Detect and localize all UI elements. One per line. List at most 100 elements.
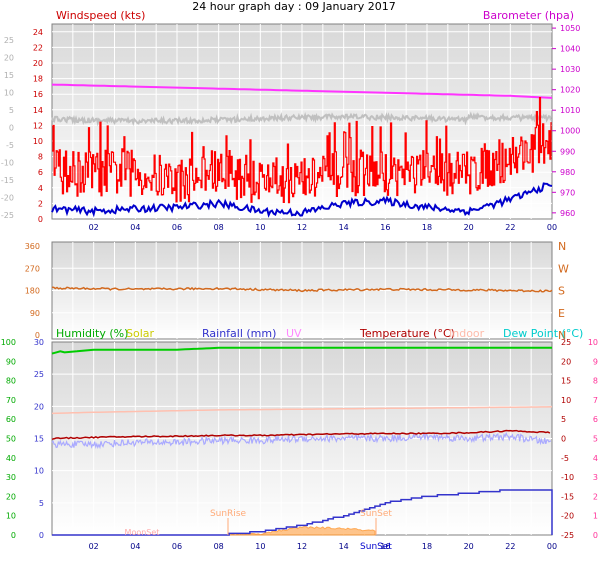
dew-point-series	[51, 431, 552, 450]
humidity-series	[51, 346, 552, 355]
x-tick-label: 18	[422, 223, 432, 232]
moonset-label: MoonSet	[125, 528, 160, 537]
temperature-tick-label: -15	[561, 492, 574, 501]
windspeed-tick-label: 4	[38, 184, 43, 193]
rainfall-tick-label: 25	[34, 370, 44, 379]
legend-indoor: Indoor	[449, 327, 485, 340]
windspeed-tick-label: 8	[38, 153, 43, 162]
temperature-tick-label: 0	[561, 435, 566, 444]
gray-tick-label: 15	[4, 71, 14, 80]
temperature-tick-label: -25	[561, 531, 574, 540]
sunset-axis-label: SunSet	[360, 542, 392, 552]
x-tick-label: 22	[505, 223, 515, 232]
barometer-tick-label: 970	[560, 188, 575, 197]
humidity-tick-label: 30	[6, 473, 16, 482]
legend-dew: Dew Point (°C)	[503, 327, 583, 340]
gray-tick-label: -20	[1, 194, 14, 203]
x-tick-label: 22	[505, 542, 515, 551]
gray-tick-label: 20	[4, 54, 14, 63]
gray-tick-label: -5	[6, 141, 14, 150]
humidity-tick-label: 40	[6, 454, 16, 463]
gray-tick-label: -10	[1, 159, 14, 168]
x-tick-label: 16	[380, 542, 390, 551]
temperature-tick-label: 5	[561, 415, 566, 424]
uv-tick-label: 2	[593, 492, 598, 501]
barometer-tick-label: 1020	[560, 86, 580, 95]
legend-solar: Solar	[126, 327, 155, 340]
temperature-tick-label: -10	[561, 473, 574, 482]
temperature-tick-label: 10	[561, 396, 571, 405]
chart-title: 24 hour graph day : 09 January 2017	[192, 0, 396, 13]
gray-tick-label: 0	[9, 124, 14, 133]
temperature-series	[51, 429, 551, 440]
x-tick-label: 02	[89, 542, 99, 551]
rainfall-tick-label: 15	[34, 435, 44, 444]
gray-tick-label: -15	[1, 176, 14, 185]
rainfall-tick-label: 0	[39, 531, 44, 540]
humidity-tick-label: 100	[1, 338, 16, 347]
x-tick-label: 18	[422, 542, 432, 551]
x-tick-label: 20	[464, 223, 474, 232]
windspeed-tick-label: 16	[33, 90, 43, 99]
sunset-label: SunSet	[360, 509, 392, 519]
windspeed-tick-label: 12	[33, 121, 43, 130]
uv-tick-label: 3	[593, 473, 598, 482]
humidity-tick-label: 80	[6, 377, 16, 386]
barometer-series	[51, 83, 553, 99]
wind-gust-series	[52, 97, 552, 204]
temperature-axis: 25 20 15 10 5 0 -5 -10 -15 -20 -25	[561, 338, 574, 540]
compass-tick-label: N	[558, 329, 566, 342]
gray-tick-label: 5	[9, 106, 14, 115]
uv-tick-label: 5	[593, 435, 598, 444]
x-tick-label: 16	[380, 223, 390, 232]
humidity-tick-label: 50	[6, 435, 16, 444]
direction-tick-label: 90	[30, 309, 40, 318]
barometer-axis: 1050 1040 1030 1020 1010 1000 990 980 970 960	[552, 24, 580, 218]
x-tick-label: 20	[464, 542, 474, 551]
sunrise-label: SunRise	[210, 509, 247, 519]
gray-tick-label: 25	[4, 36, 14, 45]
barometer-tick-label: 1050	[560, 24, 580, 33]
windspeed-tick-label: 2	[38, 199, 43, 208]
uv-tick-label: 10	[588, 338, 598, 347]
direction-degrees-axis: 360 270 180 90 0	[25, 242, 40, 340]
temperature-tick-label: 25	[561, 338, 571, 347]
temperature-tick-label: -20	[561, 512, 574, 521]
gray-tick-label: 10	[4, 89, 14, 98]
windspeed-tick-label: 20	[33, 59, 43, 68]
x-tick-label: 02	[89, 223, 99, 232]
legend-temperature: Temperature (°C)	[359, 327, 455, 340]
rainfall-tick-label: 30	[34, 338, 44, 347]
uv-tick-label: 8	[593, 377, 598, 386]
panel1-grid	[52, 24, 552, 219]
barometer-tick-label: 980	[560, 168, 575, 177]
rainfall-tick-label: 10	[34, 467, 44, 476]
compass-tick-label: N	[558, 240, 566, 253]
direction-tick-label: 0	[35, 331, 40, 340]
x-tick-label: 04	[130, 223, 140, 232]
x-tick-label: 00	[547, 223, 557, 232]
x-tick-label: 14	[339, 542, 349, 551]
wind-average-series	[51, 182, 553, 218]
panel1-x-axis: 02 04 06 08 10 12 14 16 18 20 22 00	[89, 223, 558, 232]
x-tick-label: 00	[547, 542, 557, 551]
barometer-tick-label: 990	[560, 147, 575, 156]
x-tick-label: 06	[172, 542, 182, 551]
temperature-tick-label: 20	[561, 357, 571, 366]
humidity-tick-label: 60	[6, 415, 16, 424]
humidity-tick-label: 70	[6, 396, 16, 405]
wind-direction-series	[51, 286, 553, 293]
humidity-tick-label: 20	[6, 492, 16, 501]
legend-humidity: Humidity (%)	[56, 327, 128, 340]
humidity-tick-label: 90	[6, 357, 16, 366]
secondary-gray-axis: 25 20 15 10 5 0 -5 -10 -15 -20 -25	[1, 36, 14, 220]
direction-tick-label: 270	[25, 264, 40, 273]
temperature-tick-label: -5	[561, 454, 569, 463]
barometer-tick-label: 960	[560, 209, 575, 218]
windspeed-tick-label: 18	[33, 75, 43, 84]
x-tick-label: 14	[339, 223, 349, 232]
uv-tick-label: 0	[593, 531, 598, 540]
gray-tick-label: -25	[1, 211, 14, 220]
